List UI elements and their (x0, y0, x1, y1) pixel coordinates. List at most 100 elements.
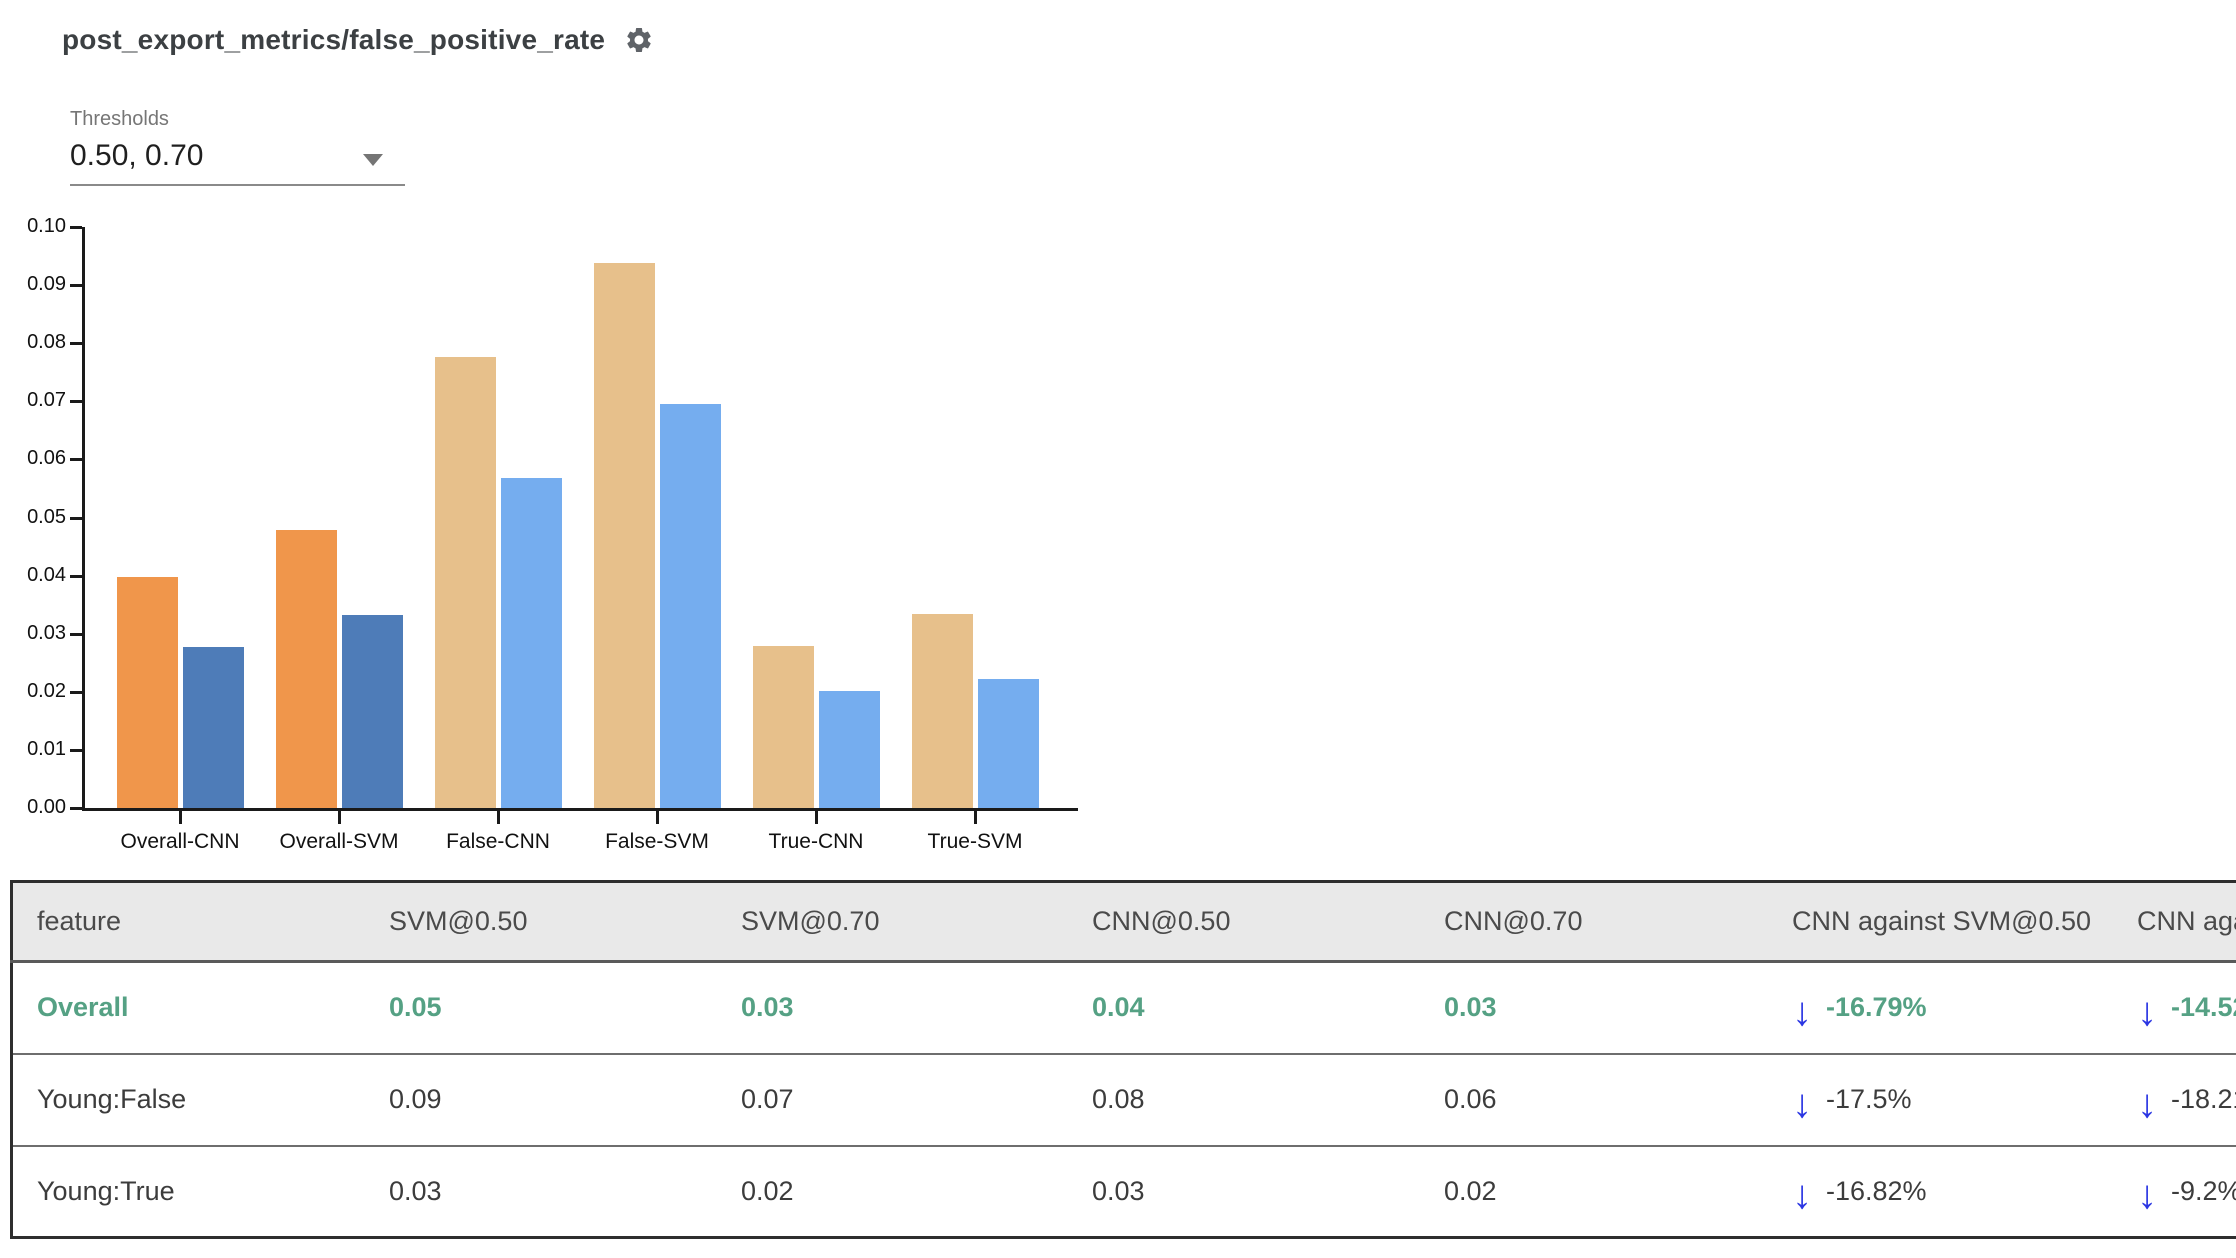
delta-percent: -16.82% (1826, 1175, 1927, 1206)
metric-value-cell: 0.03 (741, 992, 794, 1023)
metric-value-cell: 0.06 (1444, 1084, 1497, 1114)
metric-value-cell: 0.09 (389, 1084, 442, 1114)
bar[interactable] (593, 263, 655, 808)
bar[interactable] (500, 477, 562, 808)
bar[interactable] (182, 647, 244, 808)
x-axis-label: False-CNN (446, 830, 550, 853)
delta-percent: -14.52% (2171, 992, 2236, 1023)
y-axis-tick (70, 284, 82, 288)
y-axis-label: 0.04 (27, 563, 66, 586)
y-axis-label: 0.05 (27, 505, 66, 528)
y-axis-tick (70, 400, 82, 404)
delta-percent: -16.79% (1826, 992, 1927, 1023)
table-row: Young:False 0.09 0.07 0.08 0.06 ↓ -17.5% ↓ -18.2… (11, 1053, 2236, 1146)
x-axis-tick (337, 808, 341, 824)
y-axis-label: 0.02 (27, 679, 66, 702)
settings-button[interactable] (623, 24, 655, 56)
delta-cell: ↓ -16.79% (1768, 962, 2113, 1054)
feature-cell: Young:False (37, 1084, 187, 1114)
column-header: CNN@0.50 (1068, 881, 1420, 963)
y-axis-label: 0.06 (27, 447, 66, 470)
column-header: CNN against SVM@0.70 (2113, 881, 2236, 963)
x-axis-label: Overall-SVM (279, 830, 399, 853)
bar[interactable] (275, 530, 337, 808)
x-axis-tick (178, 808, 182, 824)
metrics-table: feature SVM@0.50 SVM@0.70 CNN@0.50 CNN@0.70 C… (10, 880, 2236, 1239)
thresholds-dropdown[interactable]: Thresholds 0.50, 0.70 (70, 108, 405, 186)
table-row: Overall 0.05 0.03 0.04 0.03 ↓ -16.79% ↓ -14.52% (12, 962, 2236, 1054)
bar[interactable] (818, 691, 880, 808)
x-axis-label: False-SVM (605, 830, 709, 853)
bar[interactable] (977, 679, 1039, 808)
y-axis-label: 0.08 (27, 331, 66, 354)
bar[interactable] (911, 613, 973, 808)
feature-cell: Overall (37, 992, 129, 1023)
page-title: post_export_metrics/false_positive_rate (62, 24, 606, 55)
y-axis-label: 0.09 (27, 273, 66, 296)
x-axis-tick (655, 808, 659, 824)
y-axis-tick (70, 516, 82, 520)
header: post_export_metrics/false_positive_rate (62, 24, 655, 56)
delta-cell: ↓ -9.2% (2113, 1146, 2236, 1238)
bar[interactable] (434, 357, 496, 808)
column-header: feature (11, 881, 365, 963)
column-header: CNN against SVM@0.50 (1768, 881, 2113, 963)
metric-value-cell: 0.03 (389, 1175, 442, 1206)
y-axis-tick (70, 574, 82, 578)
x-axis-tick (814, 808, 818, 824)
bar[interactable] (659, 404, 721, 808)
column-header: CNN@0.70 (1420, 881, 1768, 963)
y-axis-label: 0.01 (27, 737, 66, 760)
down-arrow-icon: ↓ (2137, 1081, 2157, 1126)
metric-value-cell: 0.08 (1092, 1084, 1145, 1114)
metric-value-cell: 0.07 (741, 1084, 794, 1114)
x-axis-line (82, 808, 1078, 811)
bar[interactable] (752, 646, 814, 808)
feature-cell: Young:True (37, 1175, 175, 1206)
metric-value-cell: 0.03 (1092, 1175, 1145, 1206)
table-row: Young:True 0.03 0.02 0.03 0.02 ↓ -16.82% ↓ -9.2% (11, 1145, 2236, 1238)
x-axis-label: Overall-CNN (120, 830, 240, 853)
y-axis-tick (70, 807, 82, 810)
y-axis-tick (70, 342, 82, 346)
column-header: SVM@0.50 (365, 881, 717, 963)
y-axis-label: 0.10 (27, 215, 66, 237)
bar[interactable] (116, 576, 178, 808)
metric-value-cell: 0.05 (389, 992, 442, 1023)
bar[interactable] (341, 615, 403, 808)
delta-percent: -9.2% (2171, 1175, 2236, 1206)
delta-cell: ↓ -18.21% (2113, 1054, 2236, 1146)
y-axis-line (82, 227, 85, 811)
x-axis-tick (973, 808, 977, 824)
gear-icon (627, 28, 651, 52)
y-axis-label: 0.03 (27, 621, 66, 644)
delta-percent: -18.21% (2171, 1084, 2236, 1114)
chevron-down-icon (363, 154, 383, 166)
y-axis-tick (70, 632, 82, 636)
bar-chart: 0.00 0.01 0.02 0.03 0.04 0.05 0.06 0.07 0.08 0.09… (0, 0, 1150, 870)
y-axis-tick (70, 748, 82, 752)
y-axis-tick (70, 690, 82, 694)
down-arrow-icon: ↓ (1792, 1173, 1812, 1218)
y-axis-label: 0.00 (27, 796, 66, 818)
metric-value-cell: 0.04 (1092, 992, 1145, 1023)
metric-value-cell: 0.03 (1444, 992, 1497, 1023)
thresholds-value: 0.50, 0.70 (70, 139, 204, 172)
column-header: SVM@0.70 (717, 881, 1068, 963)
x-axis-label: True-CNN (768, 830, 864, 853)
delta-cell: ↓ -14.52% (2113, 962, 2236, 1054)
x-axis-tick (496, 808, 500, 824)
down-arrow-icon: ↓ (1792, 1081, 1812, 1126)
metric-value-cell: 0.02 (741, 1175, 794, 1206)
x-axis-label: True-SVM (927, 830, 1023, 853)
y-axis-label: 0.07 (27, 389, 66, 412)
table-header: feature SVM@0.50 SVM@0.70 CNN@0.50 CNN@0.70 C… (11, 881, 2236, 963)
dropdown-underline (70, 184, 405, 186)
metric-value-cell: 0.02 (1444, 1175, 1497, 1206)
down-arrow-icon: ↓ (1792, 989, 1812, 1034)
thresholds-label: Thresholds (70, 108, 169, 130)
down-arrow-icon: ↓ (2137, 1173, 2157, 1218)
y-axis-tick (70, 226, 82, 229)
delta-percent: -17.5% (1826, 1084, 1912, 1114)
down-arrow-icon: ↓ (2137, 989, 2157, 1034)
